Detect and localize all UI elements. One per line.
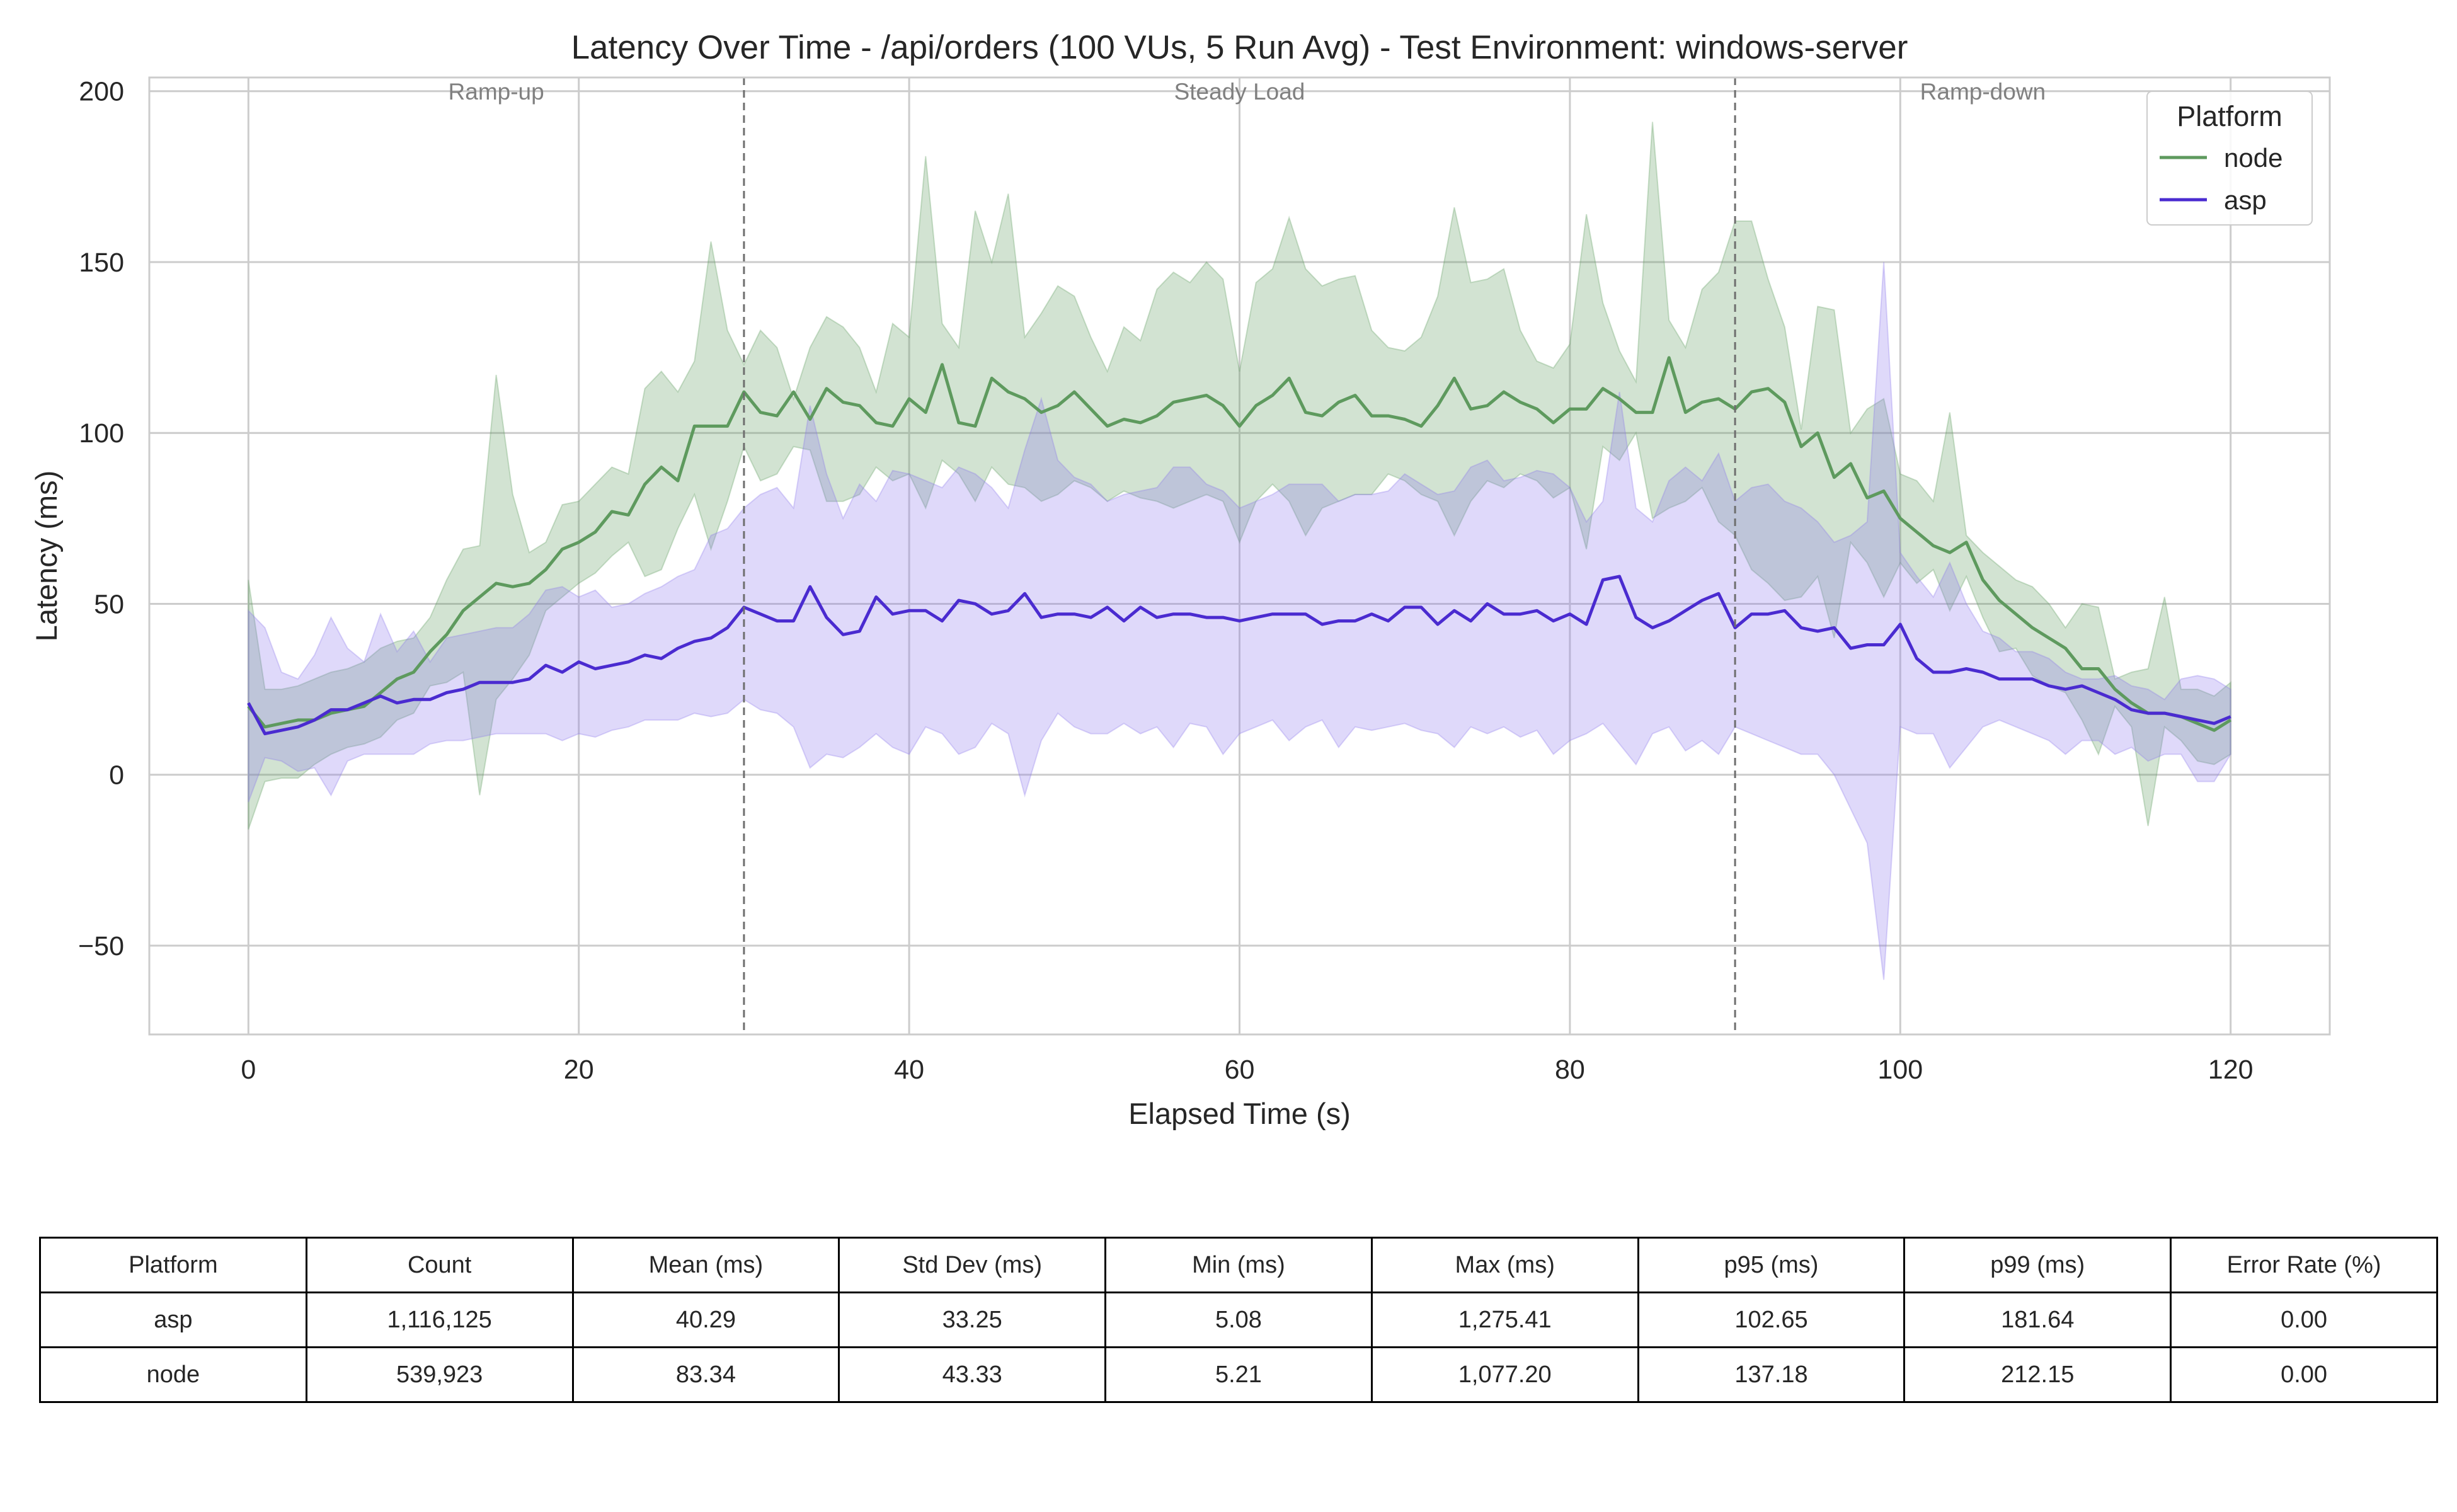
- phase-label: Steady Load: [1174, 79, 1305, 105]
- table-header-row: Platform Count Mean (ms) Std Dev (ms) Mi…: [39, 1237, 2438, 1293]
- table-cell: node: [39, 1346, 307, 1403]
- legend-title: Platform: [2177, 100, 2282, 132]
- phase-label: Ramp-down: [1920, 79, 2046, 105]
- x-tick-label: 40: [894, 1055, 924, 1085]
- y-tick-label: −50: [78, 931, 124, 961]
- grid-lines: [149, 77, 2330, 1034]
- table-cell: 5.21: [1104, 1346, 1373, 1403]
- y-tick-label: 200: [79, 77, 124, 107]
- x-tick-label: 80: [1555, 1055, 1585, 1085]
- tick-labels: 0 20 40 60 80 100 120 −50 0 50 100 150 200: [78, 77, 2254, 1085]
- node-legend-label: node: [2224, 143, 2282, 173]
- x-axis-label: Elapsed Time (s): [1128, 1097, 1351, 1130]
- header-platform: Platform: [39, 1237, 307, 1293]
- table-cell: 43.33: [838, 1346, 1107, 1403]
- table-cell: 102.65: [1637, 1292, 1906, 1348]
- table-cell: 5.08: [1104, 1292, 1373, 1348]
- table-cell: asp: [39, 1292, 307, 1348]
- x-tick-label: 100: [1877, 1055, 1923, 1085]
- table-cell: 1,077.20: [1370, 1346, 1639, 1403]
- table-cell: 181.64: [1903, 1292, 2172, 1348]
- table-cell: 33.25: [838, 1292, 1107, 1348]
- legend: Platform node asp: [2146, 91, 2313, 226]
- phase-markers: Ramp-up Steady Load Ramp-down: [449, 77, 2046, 1034]
- node-mean-line: [247, 356, 2232, 732]
- table-cell: 137.18: [1637, 1346, 1906, 1403]
- y-axis-label: Latency (ms): [30, 471, 63, 642]
- phase-label: Ramp-up: [449, 79, 544, 105]
- table-cell: 1,275.41: [1370, 1292, 1639, 1348]
- table-cell: 0.00: [2170, 1292, 2438, 1348]
- table-cell: 212.15: [1903, 1346, 2172, 1403]
- plot-frame: [148, 76, 2331, 1036]
- mean-lines: [247, 356, 2232, 736]
- x-tick-label: 60: [1225, 1055, 1255, 1085]
- header-count: Count: [305, 1237, 574, 1293]
- header-min: Min (ms): [1104, 1237, 1373, 1293]
- header-std-dev: Std Dev (ms): [838, 1237, 1107, 1293]
- table-row: asp 1,116,125 40.29 33.25 5.08 1,275.41 …: [39, 1292, 2438, 1348]
- x-tick-label: 120: [2208, 1055, 2254, 1085]
- latency-chart: Ramp-up Steady Load Ramp-down 0 20 40 60 80 100…: [30, 29, 2331, 1130]
- legend-items: node asp: [2160, 143, 2282, 215]
- y-tick-label: 100: [79, 418, 124, 449]
- header-p99: p99 (ms): [1903, 1237, 2172, 1293]
- table-cell: 40.29: [571, 1292, 840, 1348]
- asp-mean-line: [247, 575, 2231, 736]
- y-tick-label: 150: [79, 248, 124, 278]
- table-cell: 0.00: [2170, 1346, 2438, 1403]
- latency-stats-table: Platform Count Mean (ms) Std Dev (ms) Mi…: [39, 1237, 2438, 1403]
- table-cell: 539,923: [305, 1346, 574, 1403]
- legend-box: [2146, 91, 2313, 226]
- y-tick-label: 0: [109, 760, 124, 791]
- table-row: node 539,923 83.34 43.33 5.21 1,077.20 1…: [39, 1346, 2438, 1403]
- x-tick-label: 0: [241, 1055, 256, 1085]
- header-error-rate: Error Rate (%): [2170, 1237, 2438, 1293]
- x-tick-label: 20: [564, 1055, 594, 1085]
- asp-legend-label: asp: [2224, 185, 2267, 215]
- chart-title: Latency Over Time - /api/orders (100 VUs…: [571, 29, 1908, 66]
- y-tick-label: 50: [94, 589, 124, 619]
- header-mean: Mean (ms): [571, 1237, 840, 1293]
- header-max: Max (ms): [1370, 1237, 1639, 1293]
- table-cell: 83.34: [571, 1346, 840, 1403]
- table-cell: 1,116,125: [305, 1292, 574, 1348]
- header-p95: p95 (ms): [1637, 1237, 1906, 1293]
